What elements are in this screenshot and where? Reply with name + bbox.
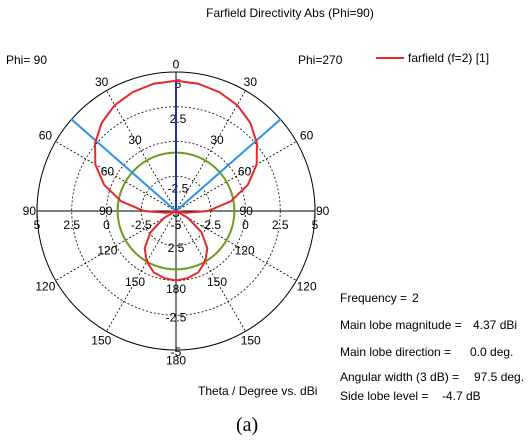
series-farfield-line <box>94 79 258 282</box>
radial-tick-label: 5 <box>312 218 319 232</box>
grid-spoke <box>175 210 297 281</box>
info-frequency-label: Frequency = <box>340 291 407 305</box>
grid-spoke <box>55 210 177 281</box>
angle-tick-label: 60 <box>300 129 314 143</box>
radial-tick-label: 2.5 <box>272 218 289 232</box>
radial-tick-label: -2.5 <box>168 181 189 195</box>
angle-tick-label: 90 <box>23 204 37 218</box>
radial-tick-label: 5 <box>173 206 180 220</box>
grid-spoke <box>175 210 246 332</box>
angle-tick-label: 0 <box>173 57 180 71</box>
grid-spoke <box>55 141 177 212</box>
angle-tick-label: 60 <box>238 164 252 178</box>
angle-tick-label: 120 <box>235 244 255 258</box>
grid-spoke <box>175 141 297 212</box>
angle-tick-label: 60 <box>39 129 53 143</box>
radial-tick-labels: 5 -52.5 -2.50 0-2.5 2.5-5 552.5-2.5-2.5-52.55 <box>34 77 319 359</box>
angle-tick-label: 150 <box>207 275 227 289</box>
radial-tick-label: -5 <box>171 218 182 232</box>
radial-tick-label: 5 <box>175 77 182 91</box>
beamwidth-line <box>175 118 282 212</box>
info-box: Frequency = 2 Main lobe magnitude = 4.37… <box>340 291 524 403</box>
chart-title: Farfield Directivity Abs (Phi=90) <box>206 6 374 20</box>
radial-tick-label: -2.5 <box>131 218 152 232</box>
radial-tick-label: 5 <box>34 218 41 232</box>
radial-tick-label: 2.5 <box>168 241 185 255</box>
angle-tick-label: 90 <box>99 204 113 218</box>
angle-tick-labels: 0 30 30 60 60 90 90 120 120 150 150 180 30 30 60 60 90 90… <box>23 57 330 367</box>
info-width-value: 97.5 deg. <box>474 370 524 384</box>
grid-spoke <box>106 210 177 332</box>
angle-tick-label: 30 <box>210 133 224 147</box>
angle-tick-label: 90 <box>316 204 330 218</box>
radial-tick-label: 2.5 <box>63 218 80 232</box>
radial-tick-label: -5 <box>171 345 182 359</box>
right-plane-label: Phi=270 <box>298 53 343 67</box>
angle-tick-label: 180 <box>166 353 186 367</box>
angle-tick-label: 90 <box>240 204 254 218</box>
info-direction-label: Main lobe direction = <box>340 345 451 359</box>
radial-tick-label: 0 <box>242 218 249 232</box>
x-axis-label: Theta / Degree vs. dBi <box>198 384 317 398</box>
angle-tick-label: 150 <box>241 333 261 347</box>
info-sidelobe-label: Side lobe level = <box>340 389 428 403</box>
radial-tick-label: -5 <box>171 218 182 232</box>
left-plane-label: Phi= 90 <box>6 53 47 67</box>
angle-tick-label: 60 <box>101 164 115 178</box>
radial-tick-label: 0 <box>103 218 110 232</box>
info-frequency-value: 2 <box>412 291 419 305</box>
grid-spoke <box>175 90 246 212</box>
angle-tick-label: 30 <box>244 75 258 89</box>
info-magnitude-label: Main lobe magnitude = <box>340 318 462 332</box>
angle-tick-label: 120 <box>35 279 55 293</box>
info-direction-value: 0.0 deg. <box>470 345 513 359</box>
angle-tick-label: 120 <box>97 244 117 258</box>
legend-entry: farfield (f=2) [1] <box>408 51 489 65</box>
angle-tick-label: 180 <box>166 282 186 296</box>
radial-tick-label: -2.5 <box>166 310 187 324</box>
beamwidth-line <box>70 118 177 212</box>
radial-tick-label: -2.5 <box>200 218 221 232</box>
angle-tick-label: 30 <box>95 75 109 89</box>
angle-tick-label: 150 <box>125 275 145 289</box>
angle-tick-label: 30 <box>128 133 142 147</box>
info-width-label: Angular width (3 dB) = <box>340 370 459 384</box>
angle-tick-label: 120 <box>297 279 317 293</box>
info-sidelobe-value: -4.7 dB <box>442 389 481 403</box>
angle-tick-label: 150 <box>91 333 111 347</box>
grid-spoke <box>106 90 177 212</box>
radial-tick-label: 2.5 <box>170 112 187 126</box>
chart-marks <box>70 79 282 282</box>
figure-caption: (a) <box>236 414 258 436</box>
info-magnitude-value: 4.37 dBi <box>473 318 517 332</box>
